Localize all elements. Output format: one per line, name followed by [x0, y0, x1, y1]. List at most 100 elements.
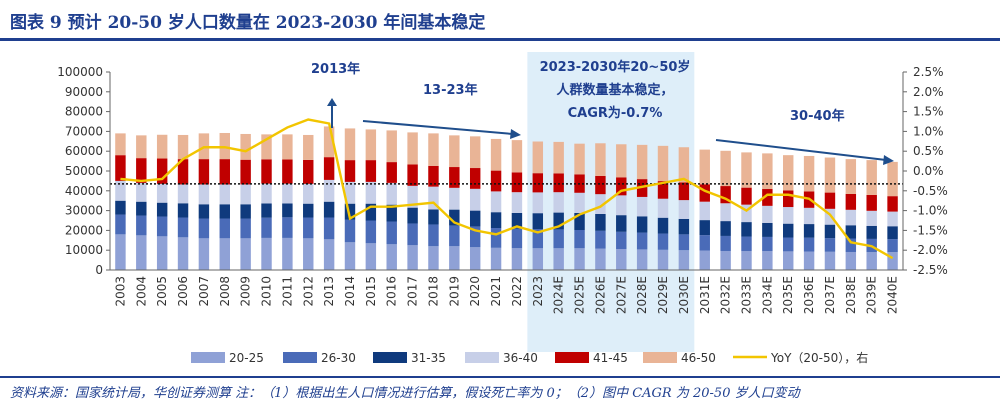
bar-26-30-2017 — [407, 223, 418, 246]
bar-41-45-2026E — [595, 175, 606, 195]
bar-26-30-2015 — [365, 220, 377, 244]
bar-31-35-2004 — [136, 201, 147, 216]
bar-41-45-2017 — [407, 164, 418, 186]
bar-26-30-2007 — [198, 218, 210, 239]
bar-36-40-2030E — [678, 200, 690, 219]
x-tick-label: 2027E — [614, 276, 628, 314]
bar-20-25-2023 — [532, 248, 544, 270]
bar-26-30-2021 — [490, 228, 502, 248]
bar-31-35-2033E — [741, 222, 752, 237]
bar-46-50-2040E — [887, 161, 898, 197]
bar-31-35-2006 — [177, 203, 189, 218]
legend-swatch-26-30 — [283, 352, 317, 363]
bar-31-35-2027E — [616, 215, 627, 232]
bar-36-40-2013 — [323, 179, 335, 202]
right-tick-label: -2.0% — [913, 243, 948, 257]
bar-36-40-2021 — [490, 191, 502, 213]
left-tick-label: 60000 — [65, 144, 103, 158]
bar-26-30-2011 — [282, 217, 293, 238]
chart-header: 图表 9 预计 20-50 岁人口数量在 2023-2030 年间基本稳定 — [0, 0, 1000, 38]
yoy-line — [120, 118, 894, 260]
bar-46-50-2036E — [803, 155, 815, 192]
legend-label-36-40: 36-40 — [503, 351, 538, 365]
bar-41-45-2020 — [469, 168, 481, 189]
x-tick-label: 2018 — [426, 276, 440, 307]
bar-41-45-2011 — [282, 159, 293, 184]
bar-26-30-2030E — [678, 234, 690, 251]
source-footnote: 资料来源：国家统计局，华创证券测算 注：（1）根据出生人口情况进行估算，假设死亡… — [10, 386, 800, 401]
bar-46-50-2037E — [824, 157, 836, 193]
bar-36-40-2022 — [511, 192, 523, 213]
bar-26-30-2013 — [323, 217, 335, 240]
bar-31-35-2023 — [532, 213, 544, 230]
bar-31-35-2020 — [469, 210, 481, 227]
bar-41-45-2037E — [824, 192, 836, 209]
left-tick-label: 30000 — [65, 204, 103, 218]
bar-46-50-2038E — [845, 159, 857, 194]
bar-36-40-2038E — [845, 209, 857, 226]
bar-41-45-2031E — [699, 184, 710, 202]
bar-36-40-2032E — [720, 203, 731, 222]
bar-20-25-2033E — [741, 251, 752, 270]
x-tick-label: 2025E — [573, 276, 587, 314]
legend-label-41-45: 41-45 — [593, 351, 628, 365]
bar-41-45-2034E — [762, 189, 773, 206]
bar-46-50-2013 — [323, 126, 335, 158]
bar-26-30-2023 — [532, 229, 544, 249]
right-tick-label: -1.5% — [913, 223, 948, 237]
left-tick-label: 20000 — [65, 223, 103, 237]
bar-26-30-2005 — [156, 216, 168, 237]
bar-36-40-2035E — [783, 207, 794, 224]
bar-41-45-2033E — [741, 187, 752, 205]
legend-label-31-35: 31-35 — [411, 351, 446, 365]
bar-26-30-2026E — [595, 230, 606, 249]
bar-20-25-2034E — [762, 251, 773, 270]
bar-41-45-2019 — [449, 167, 460, 188]
left-tick-label: 90000 — [65, 85, 103, 99]
bar-26-30-2020 — [469, 226, 481, 248]
bar-26-30-2016 — [386, 221, 397, 245]
bar-26-30-2028E — [636, 232, 648, 250]
bar-26-30-2003 — [115, 214, 126, 235]
bar-26-30-2034E — [762, 236, 773, 252]
bar-31-35-2030E — [678, 218, 690, 235]
x-tick-label: 2021 — [489, 276, 503, 307]
bar-20-25-2038E — [845, 251, 857, 270]
bar-36-40-2018 — [428, 186, 439, 210]
bar-46-50-2026E — [595, 143, 606, 176]
bar-26-30-2031E — [699, 235, 710, 251]
annotation-cagr: CAGR为-0.7% — [568, 105, 663, 121]
x-tick-label: 2003 — [113, 276, 127, 307]
legend-swatch-41-45 — [555, 352, 589, 363]
bar-20-25-2015 — [365, 243, 377, 270]
bar-46-50-2005 — [156, 134, 168, 159]
bar-41-45-2009 — [240, 159, 251, 185]
bar-41-45-2008 — [219, 159, 230, 185]
bar-36-40-2040E — [887, 211, 898, 227]
bar-31-35-2012 — [303, 203, 314, 218]
bar-31-35-2029E — [657, 217, 669, 234]
bar-26-30-2025E — [574, 230, 585, 249]
bar-31-35-2036E — [803, 224, 815, 238]
bar-46-50-2030E — [678, 147, 690, 183]
x-tick-label: 2029E — [656, 276, 670, 314]
annotation-30-40: 30-40年 — [790, 108, 845, 124]
annotation-stable-line1: 2023-2030年20~50岁 — [540, 59, 691, 75]
bar-26-30-2027E — [616, 231, 627, 250]
bar-41-45-2029E — [657, 181, 669, 199]
x-tick-label: 2010 — [260, 276, 274, 307]
bar-31-35-2024E — [553, 212, 564, 230]
bar-26-30-2035E — [783, 237, 794, 252]
annotation-13-23: 13-23年 — [423, 82, 478, 98]
bar-41-45-2038E — [845, 193, 857, 210]
bar-20-25-2013 — [323, 239, 335, 270]
bar-31-35-2032E — [720, 221, 731, 236]
bar-41-45-2016 — [386, 162, 397, 183]
bar-20-25-2021 — [490, 247, 502, 270]
bar-41-45-2030E — [678, 182, 690, 201]
bar-46-50-2020 — [469, 136, 481, 169]
bar-20-25-2016 — [386, 244, 397, 270]
bar-46-50-2006 — [177, 134, 189, 160]
bar-31-35-2017 — [407, 207, 418, 224]
bar-26-30-2029E — [657, 233, 669, 250]
